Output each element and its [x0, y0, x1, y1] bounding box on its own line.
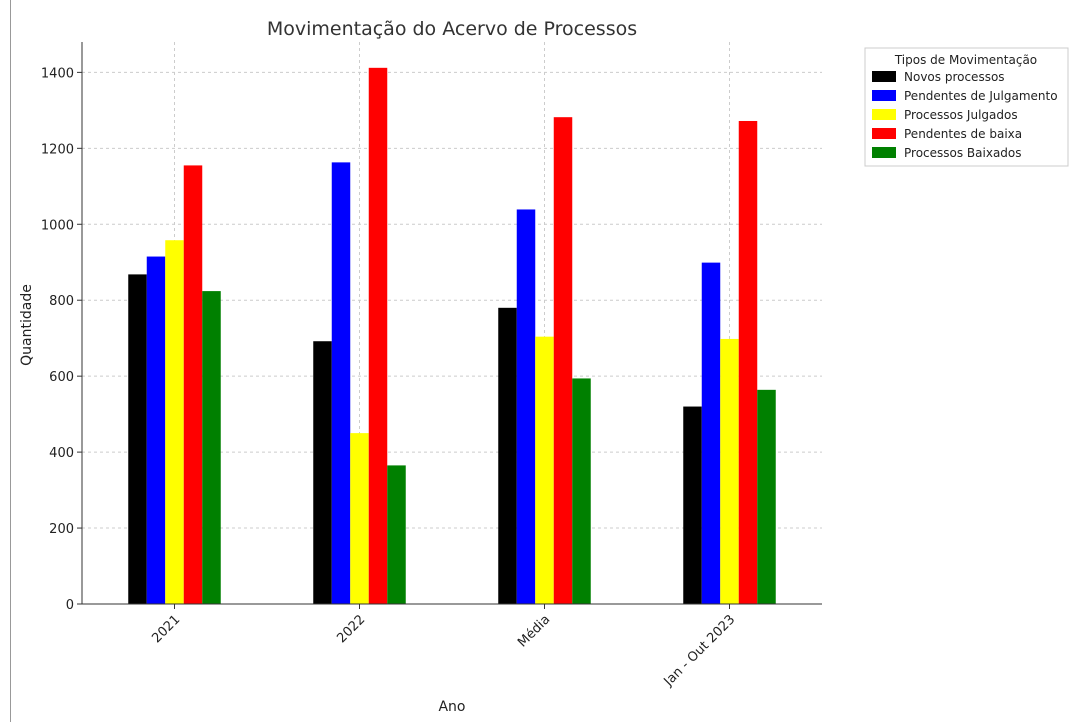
legend-entry-label: Novos processos: [904, 70, 1005, 84]
bar-processos-julgados-2: [535, 336, 554, 604]
axes-group: [77, 42, 822, 609]
legend-swatch: [872, 71, 896, 82]
y-tick-label: 1200: [41, 142, 74, 157]
legend-swatch: [872, 109, 896, 120]
bar-pendentes-de-julgamento-1: [331, 162, 351, 604]
y-tick-label: 1000: [41, 218, 74, 233]
x-tick-label: 2021: [149, 612, 183, 646]
bar-processos-julgados-3: [720, 338, 739, 604]
x-tick-label: Média: [515, 612, 553, 650]
bar-processos-baixados-0: [202, 291, 221, 604]
legend-swatch: [872, 128, 896, 139]
x-axis-label: Ano: [438, 699, 465, 715]
chart-title: Movimentação do Acervo de Processos: [267, 18, 637, 40]
bar-pendentes-de-julgamento-2: [516, 209, 536, 604]
x-tick-labels: 2021 2022 Média Jan - Out 2023: [149, 612, 738, 690]
bar-pendentes-de-baixa-3: [738, 120, 758, 605]
legend-entry-label: Pendentes de baixa: [904, 127, 1022, 141]
bar-novos-processos-1: [313, 341, 332, 604]
bar-processos-baixados-1: [387, 465, 406, 604]
bar-novos-processos-2: [498, 307, 517, 604]
bar-processos-baixados-3: [757, 389, 776, 604]
y-tick-label: 0: [66, 598, 74, 613]
legend-title: Tipos de Movimentação: [894, 53, 1037, 67]
x-tick-label: 2022: [334, 612, 368, 646]
y-tick-labels: 0 200 400 600 800 1000 1200 1400: [41, 66, 74, 613]
legend-entry-label: Processos Julgados: [904, 108, 1018, 122]
legend-entry-label: Pendentes de Julgamento: [904, 89, 1058, 103]
legend-swatch: [872, 147, 896, 158]
bar-processos-julgados-0: [165, 240, 184, 604]
bar-pendentes-de-baixa-2: [553, 117, 573, 604]
left-border-line: [10, 0, 11, 722]
bars-group: [128, 67, 776, 605]
legend-swatch: [872, 90, 896, 101]
y-tick-label: 200: [49, 522, 74, 537]
x-tick-label: Jan - Out 2023: [661, 612, 739, 690]
y-tick-label: 600: [49, 370, 74, 385]
bar-novos-processos-3: [683, 406, 702, 604]
bar-processos-baixados-2: [572, 378, 591, 604]
bar-pendentes-de-julgamento-0: [146, 256, 166, 604]
bar-pendentes-de-baixa-0: [183, 165, 203, 604]
y-tick-label: 800: [49, 294, 74, 309]
y-axis-label: Quantidade: [19, 284, 35, 366]
legend-entry-label: Processos Baixados: [904, 146, 1022, 160]
bar-pendentes-de-baixa-1: [368, 67, 388, 604]
legend: Tipos de Movimentação Novos processos Pen…: [864, 47, 1069, 167]
y-tick-label: 1400: [41, 66, 74, 81]
bar-pendentes-de-julgamento-3: [701, 262, 721, 604]
bar-processos-julgados-1: [350, 433, 369, 604]
y-tick-label: 400: [49, 446, 74, 461]
legend-box: [864, 47, 1069, 167]
bar-novos-processos-0: [128, 274, 147, 604]
